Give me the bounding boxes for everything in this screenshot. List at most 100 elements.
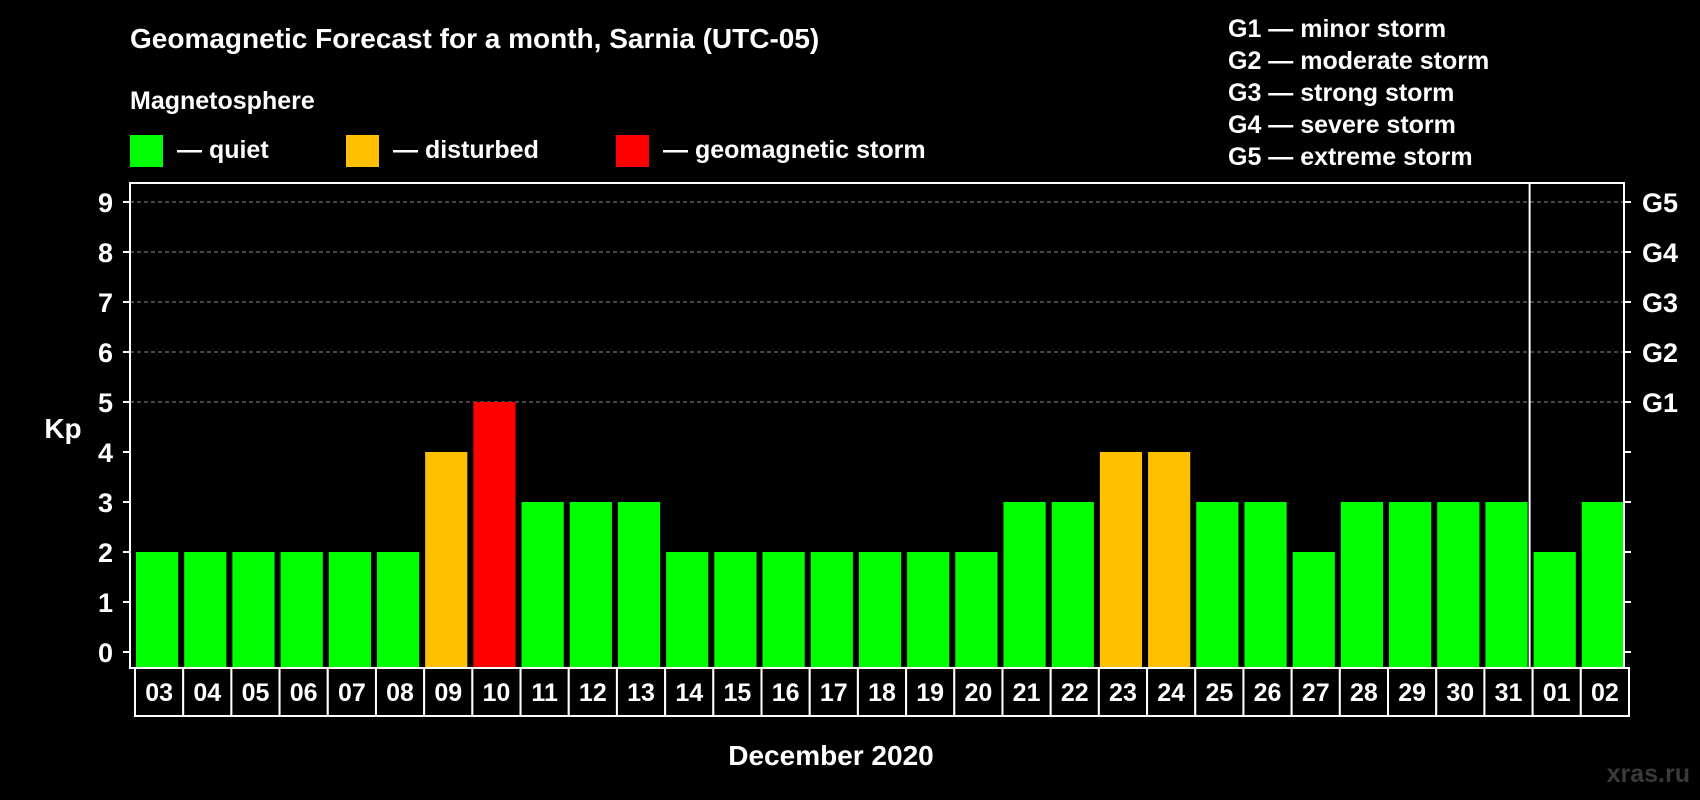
- bar-09: [425, 452, 468, 668]
- bar-25: [1196, 502, 1239, 668]
- date-cell-04: 04: [182, 667, 233, 717]
- legend-swatch-geomagnetic-storm: [616, 135, 649, 167]
- date-box: [423, 667, 474, 717]
- g-scale-label-g5: G5: [1642, 188, 1678, 218]
- g-scale-legend-g3: G3 — strong storm: [1228, 79, 1454, 107]
- date-box: [1146, 667, 1197, 717]
- legend-label-quiet: — quiet: [177, 136, 269, 164]
- bar-08: [376, 552, 420, 668]
- bar-11: [521, 502, 564, 668]
- x-axis-dates: 03 04 05 06 07 08 09 10 11 12 13 14 15 16 17 18 19 20 21 22…: [134, 667, 1630, 717]
- date-box: [856, 667, 908, 717]
- g-scale-legend: G1 — minor storm G2 — moderate storm G3 …: [1228, 15, 1489, 171]
- date-label: 10: [483, 679, 511, 707]
- date-cell-27: 27: [1290, 667, 1341, 717]
- bar-12: [569, 502, 612, 668]
- date-box: [760, 667, 811, 717]
- bar-07: [328, 552, 371, 668]
- date-label: 27: [1302, 679, 1330, 707]
- date-cell-01: 01: [1531, 667, 1582, 717]
- bar-28: [1340, 502, 1384, 668]
- bar-16: [762, 552, 805, 668]
- bar-05: [232, 552, 275, 668]
- bar-19: [907, 552, 950, 668]
- bar-01: [1533, 552, 1576, 668]
- bar-21: [1003, 502, 1046, 668]
- y-tick-label-4: 4: [98, 438, 113, 468]
- date-label: 24: [1157, 679, 1185, 707]
- date-cell-29: 29: [1387, 667, 1438, 717]
- date-box: [1531, 667, 1582, 717]
- date-label: 15: [724, 679, 752, 707]
- date-cell-15: 15: [712, 667, 763, 717]
- bar-27: [1292, 552, 1335, 668]
- date-box: [1001, 667, 1052, 717]
- date-cell-03: 03: [134, 667, 185, 717]
- date-box: [134, 667, 185, 717]
- date-label: 06: [290, 679, 318, 707]
- date-label: 18: [868, 679, 896, 707]
- grid-lines: [130, 201, 1624, 403]
- date-box: [471, 667, 522, 717]
- g-scale-legend-g5: G5 — extreme storm: [1228, 143, 1473, 171]
- legend-item-disturbed: — disturbed: [346, 135, 539, 167]
- y-axis-ticks: 0 1 2 3 4 5 6 7 8 9: [98, 188, 1631, 668]
- y-tick-label-2: 2: [98, 538, 113, 568]
- y-tick-label-5: 5: [98, 388, 113, 418]
- date-label: 09: [434, 679, 462, 707]
- date-label: 25: [1205, 679, 1233, 707]
- date-cell-10: 10: [471, 667, 522, 717]
- legend-swatch-quiet: [130, 135, 163, 167]
- date-box: [1435, 667, 1486, 717]
- g-scale-label-g3: G3: [1642, 288, 1678, 318]
- bar-02: [1581, 502, 1624, 668]
- date-label: 26: [1254, 679, 1282, 707]
- bar-15: [714, 552, 757, 668]
- date-cell-21: 21: [1001, 667, 1052, 717]
- g-scale-axis: G1 G2 G3 G4 G5: [1642, 188, 1678, 418]
- date-label: 04: [193, 679, 221, 707]
- date-label: 13: [627, 679, 655, 707]
- bar-24: [1148, 452, 1191, 668]
- y-tick-label-8: 8: [98, 238, 113, 268]
- date-cell-02: 02: [1579, 667, 1630, 717]
- date-cell-28: 28: [1338, 667, 1390, 717]
- date-box: [374, 667, 426, 717]
- date-cell-12: 12: [567, 667, 618, 717]
- date-box: [1194, 667, 1245, 717]
- date-cell-08: 08: [374, 667, 426, 717]
- bar-23: [1099, 452, 1143, 668]
- date-label: 05: [242, 679, 270, 707]
- legend-label-geomagnetic-storm: — geomagnetic storm: [663, 136, 926, 164]
- bar-04: [184, 552, 227, 668]
- date-cell-07: 07: [326, 667, 377, 717]
- date-box: [905, 667, 956, 717]
- date-cell-30: 30: [1435, 667, 1486, 717]
- date-box: [230, 667, 281, 717]
- g-scale-legend-g1: G1 — minor storm: [1228, 15, 1446, 43]
- y-tick-label-9: 9: [98, 188, 113, 218]
- date-box: [1579, 667, 1630, 717]
- bar-03: [136, 552, 179, 668]
- date-label: 11: [531, 679, 558, 707]
- bar-26: [1244, 502, 1287, 668]
- date-label: 14: [675, 679, 703, 707]
- date-cell-20: 20: [953, 667, 1004, 717]
- date-label: 28: [1350, 679, 1378, 707]
- date-label: 01: [1543, 679, 1571, 707]
- bar-18: [858, 552, 902, 668]
- date-box: [567, 667, 618, 717]
- y-tick-label-6: 6: [98, 338, 113, 368]
- date-label: 12: [579, 679, 607, 707]
- g-scale-label-g4: G4: [1642, 238, 1678, 268]
- date-label: 16: [772, 679, 800, 707]
- date-cell-25: 25: [1194, 667, 1245, 717]
- date-cell-31: 31: [1483, 667, 1534, 717]
- y-tick-label-3: 3: [98, 488, 113, 518]
- bars: [136, 402, 1624, 668]
- date-cell-23: 23: [1097, 667, 1149, 717]
- date-box: [1483, 667, 1534, 717]
- bar-14: [666, 552, 709, 668]
- watermark: xras.ru: [1607, 760, 1690, 788]
